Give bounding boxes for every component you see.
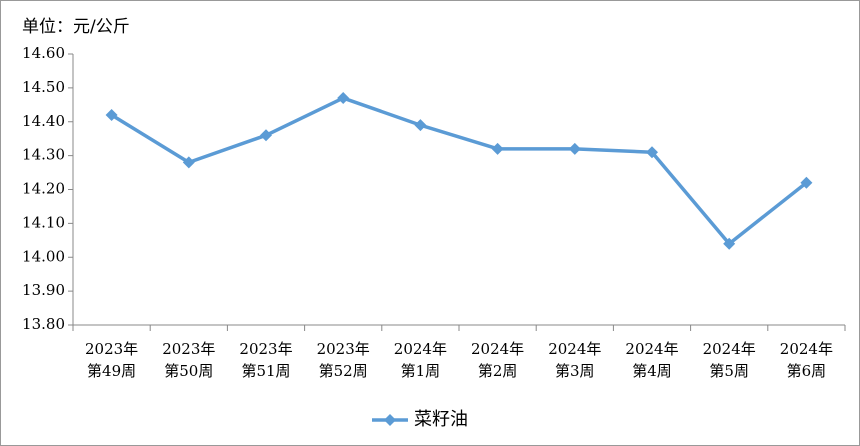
y-tick-label: 14.50	[22, 78, 65, 96]
marker	[646, 146, 658, 159]
x-tick-label: 2024年第5周	[703, 340, 756, 380]
marker	[491, 142, 504, 155]
y-tick-label: 14.60	[22, 44, 65, 62]
marker	[182, 156, 195, 169]
legend-label: 菜籽油	[414, 409, 468, 430]
y-tick-label: 14.10	[22, 213, 65, 231]
x-tick-label: 2024年第4周	[625, 340, 678, 380]
marker	[105, 108, 118, 121]
x-tick-label: 2024年第3周	[548, 340, 601, 380]
legend-marker	[384, 414, 396, 426]
x-tick-label: 2023年第50周	[162, 340, 215, 380]
marker	[568, 142, 581, 155]
marker	[260, 129, 272, 142]
y-tick-label: 13.90	[22, 281, 65, 299]
y-tick-label: 14.00	[22, 247, 65, 265]
y-tick-label: 13.80	[22, 315, 65, 333]
y-axis-label: 单位：元/公斤	[22, 17, 130, 37]
marker	[337, 92, 350, 105]
x-tick-label: 2024年第2周	[471, 340, 524, 380]
x-tick-label: 2024年第6周	[780, 340, 833, 380]
line	[110, 96, 808, 246]
marker	[414, 119, 427, 132]
y-tick-label: 14.20	[22, 180, 65, 198]
y-tick-label: 14.40	[22, 112, 65, 130]
x-tick-label: 2023年第49周	[85, 340, 138, 380]
y-tick-label: 14.30	[22, 146, 65, 164]
x-tick-label: 2023年第52周	[317, 340, 370, 380]
marker	[800, 176, 813, 189]
x-tick-label: 2023年第51周	[239, 340, 292, 380]
x-tick-label: 2024年第1周	[394, 340, 447, 380]
marker	[723, 237, 736, 250]
